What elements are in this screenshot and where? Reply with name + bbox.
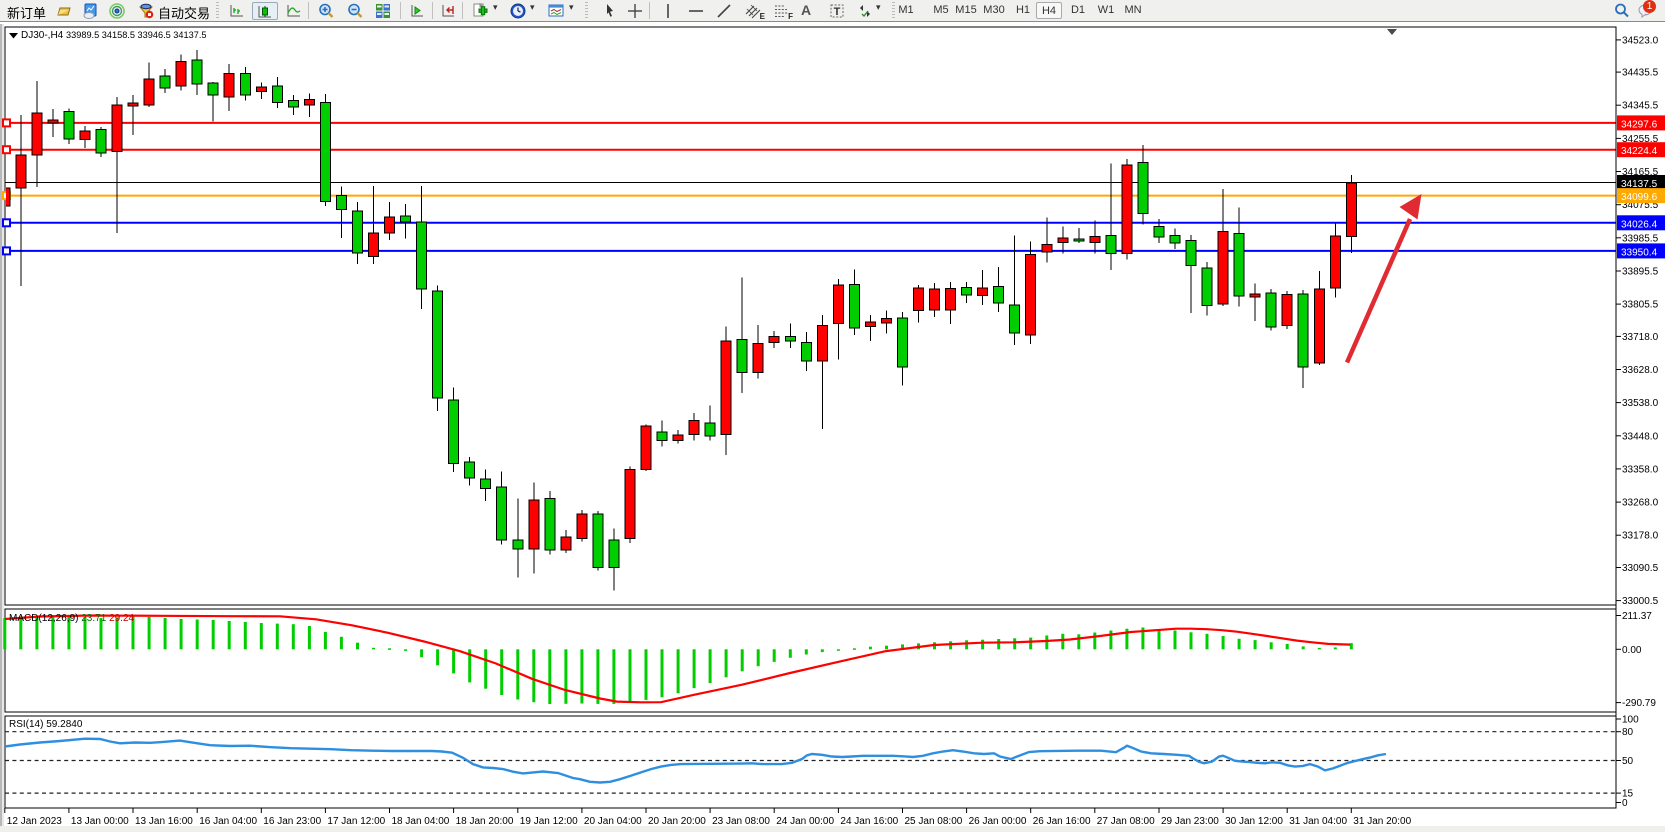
svg-text:13 Jan 16:00: 13 Jan 16:00 — [135, 816, 193, 827]
svg-text:33358.0: 33358.0 — [1622, 464, 1659, 475]
svg-text:0: 0 — [1622, 798, 1628, 809]
svg-text:34165.5: 34165.5 — [1622, 167, 1659, 178]
svg-text:33985.5: 33985.5 — [1622, 233, 1659, 244]
svg-text:33628.0: 33628.0 — [1622, 365, 1659, 376]
svg-text:34026.4: 34026.4 — [1621, 219, 1658, 230]
svg-text:15: 15 — [1622, 789, 1634, 800]
svg-text:31 Jan 04:00: 31 Jan 04:00 — [1289, 816, 1347, 827]
svg-text:DJ30-,H4: DJ30-,H4 — [21, 30, 64, 41]
svg-text:33268.0: 33268.0 — [1622, 498, 1659, 509]
svg-text:26 Jan 00:00: 26 Jan 00:00 — [969, 816, 1027, 827]
svg-text:80: 80 — [1622, 727, 1634, 738]
svg-text:34224.4: 34224.4 — [1621, 146, 1658, 157]
svg-text:13 Jan 00:00: 13 Jan 00:00 — [71, 816, 129, 827]
svg-text:33950.4: 33950.4 — [1621, 247, 1658, 258]
svg-text:33718.0: 33718.0 — [1622, 332, 1659, 343]
svg-text:33895.5: 33895.5 — [1622, 267, 1659, 278]
svg-text:33000.5: 33000.5 — [1622, 596, 1659, 607]
svg-text:30 Jan 12:00: 30 Jan 12:00 — [1225, 816, 1283, 827]
svg-text:34137.5: 34137.5 — [1621, 179, 1658, 190]
svg-text:33178.0: 33178.0 — [1622, 531, 1659, 542]
svg-text:34297.6: 34297.6 — [1621, 119, 1658, 130]
svg-text:34099.6: 34099.6 — [1621, 192, 1658, 203]
svg-text:12 Jan 2023: 12 Jan 2023 — [7, 816, 62, 827]
svg-text:33805.5: 33805.5 — [1622, 300, 1659, 311]
svg-text:211.37: 211.37 — [1622, 611, 1652, 622]
svg-text:33090.5: 33090.5 — [1622, 563, 1659, 574]
svg-text:MACD(12,26,9) 23.71 29.24: MACD(12,26,9) 23.71 29.24 — [9, 613, 135, 624]
svg-text:33989.5 34158.5 33946.5 34137.: 33989.5 34158.5 33946.5 34137.5 — [66, 30, 207, 40]
svg-text:18 Jan 20:00: 18 Jan 20:00 — [456, 816, 514, 827]
svg-text:24 Jan 00:00: 24 Jan 00:00 — [776, 816, 834, 827]
svg-text:31 Jan 20:00: 31 Jan 20:00 — [1353, 816, 1411, 827]
svg-text:23 Jan 08:00: 23 Jan 08:00 — [712, 816, 770, 827]
svg-text:34435.5: 34435.5 — [1622, 68, 1659, 79]
svg-text:16 Jan 04:00: 16 Jan 04:00 — [199, 816, 257, 827]
svg-text:20 Jan 20:00: 20 Jan 20:00 — [648, 816, 706, 827]
svg-text:RSI(14) 59.2840: RSI(14) 59.2840 — [9, 719, 83, 730]
svg-text:34075.5: 34075.5 — [1622, 200, 1659, 211]
svg-text:33538.0: 33538.0 — [1622, 398, 1659, 409]
svg-text:T: T — [834, 6, 841, 18]
svg-text:29 Jan 23:00: 29 Jan 23:00 — [1161, 816, 1219, 827]
svg-text:50: 50 — [1622, 756, 1634, 767]
svg-text:19 Jan 12:00: 19 Jan 12:00 — [520, 816, 578, 827]
svg-text:34345.5: 34345.5 — [1622, 101, 1659, 112]
svg-text:34523.0: 34523.0 — [1622, 35, 1659, 46]
svg-text:33448.0: 33448.0 — [1622, 431, 1659, 442]
svg-text:26 Jan 16:00: 26 Jan 16:00 — [1033, 816, 1091, 827]
svg-text:17 Jan 12:00: 17 Jan 12:00 — [327, 816, 385, 827]
svg-text:25 Jan 08:00: 25 Jan 08:00 — [905, 816, 963, 827]
svg-text:16 Jan 23:00: 16 Jan 23:00 — [263, 816, 321, 827]
svg-text:20 Jan 04:00: 20 Jan 04:00 — [584, 816, 642, 827]
svg-text:34255.5: 34255.5 — [1622, 134, 1659, 145]
svg-text:100: 100 — [1622, 715, 1639, 726]
svg-text:18 Jan 04:00: 18 Jan 04:00 — [392, 816, 450, 827]
svg-text:-290.79: -290.79 — [1622, 698, 1656, 709]
svg-text:24 Jan 16:00: 24 Jan 16:00 — [840, 816, 898, 827]
svg-text:27 Jan 08:00: 27 Jan 08:00 — [1097, 816, 1155, 827]
svg-text:0.00: 0.00 — [1622, 645, 1642, 656]
